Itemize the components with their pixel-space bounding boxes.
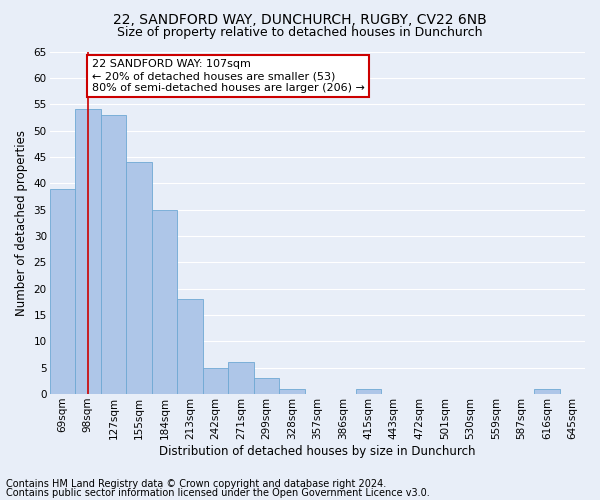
X-axis label: Distribution of detached houses by size in Dunchurch: Distribution of detached houses by size … <box>159 444 476 458</box>
Text: Contains public sector information licensed under the Open Government Licence v3: Contains public sector information licen… <box>6 488 430 498</box>
Text: 22 SANDFORD WAY: 107sqm
← 20% of detached houses are smaller (53)
80% of semi-de: 22 SANDFORD WAY: 107sqm ← 20% of detache… <box>92 60 365 92</box>
Bar <box>152 210 177 394</box>
Text: Contains HM Land Registry data © Crown copyright and database right 2024.: Contains HM Land Registry data © Crown c… <box>6 479 386 489</box>
Bar <box>126 162 152 394</box>
Bar <box>101 114 126 394</box>
Bar <box>254 378 279 394</box>
Bar <box>75 110 101 394</box>
Y-axis label: Number of detached properties: Number of detached properties <box>15 130 28 316</box>
Bar <box>534 389 560 394</box>
Text: 22, SANDFORD WAY, DUNCHURCH, RUGBY, CV22 6NB: 22, SANDFORD WAY, DUNCHURCH, RUGBY, CV22… <box>113 12 487 26</box>
Bar <box>203 368 228 394</box>
Bar <box>50 188 75 394</box>
Text: Size of property relative to detached houses in Dunchurch: Size of property relative to detached ho… <box>117 26 483 39</box>
Bar <box>228 362 254 394</box>
Bar <box>279 389 305 394</box>
Bar <box>177 299 203 394</box>
Bar <box>356 389 381 394</box>
